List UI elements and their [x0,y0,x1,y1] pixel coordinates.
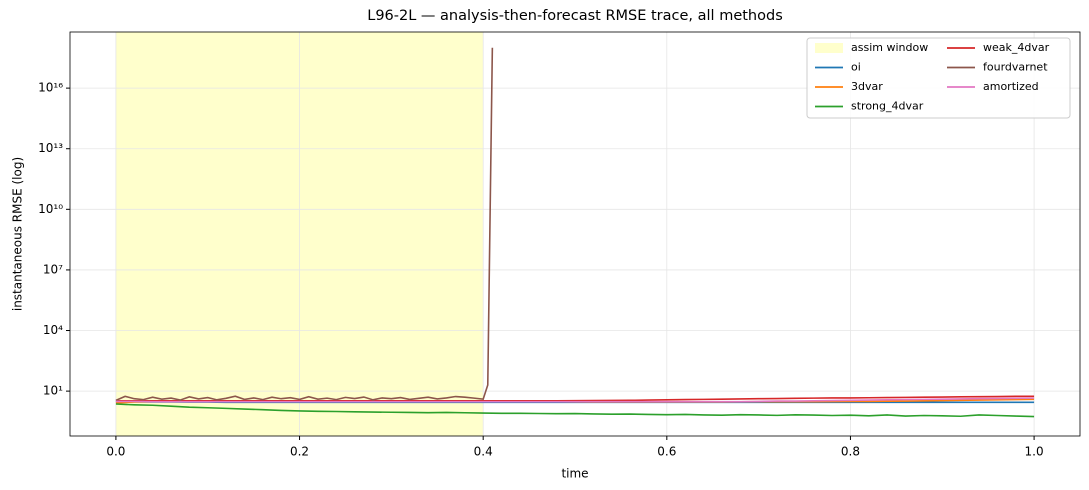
legend-label: weak_4dvar [983,41,1050,54]
y-axis-label: instantaneous RMSE (log) [11,157,25,311]
series-line [115,47,494,402]
x-tick-label: 0.4 [474,445,493,459]
series-line [115,403,1035,418]
x-tick-label: 0.0 [106,445,125,459]
x-axis-label: time [561,467,588,481]
y-tick-label: 10¹⁰ [38,202,63,216]
x-tick-label: 0.8 [841,445,860,459]
legend-label: fourdvarnet [983,61,1048,74]
y-tick-label: 10¹ [43,384,63,398]
series-line [115,397,1035,403]
legend-label: 3dvar [851,80,883,93]
plot [115,47,1035,418]
legend-label: oi [851,61,861,74]
legend-box [806,37,1071,119]
series-line [115,395,1035,402]
y-tick-label: 10¹⁶ [38,81,63,95]
x-tick-label: 0.6 [657,445,676,459]
legend-label: amortized [983,80,1039,93]
y-tick-label: 10⁴ [43,323,63,337]
x-tick-label: 1.0 [1025,445,1044,459]
plot-frame [69,31,1081,437]
y-tick-label: 10¹³ [38,141,63,155]
legend-label: strong_4dvar [851,100,924,113]
chart-title: L96-2L — analysis-then-forecast RMSE tra… [367,8,783,24]
legend-label: assim window [851,41,928,54]
y-tick-label: 10⁷ [43,262,63,276]
x-tick-label: 0.2 [290,445,309,459]
legend-swatch [815,43,843,53]
